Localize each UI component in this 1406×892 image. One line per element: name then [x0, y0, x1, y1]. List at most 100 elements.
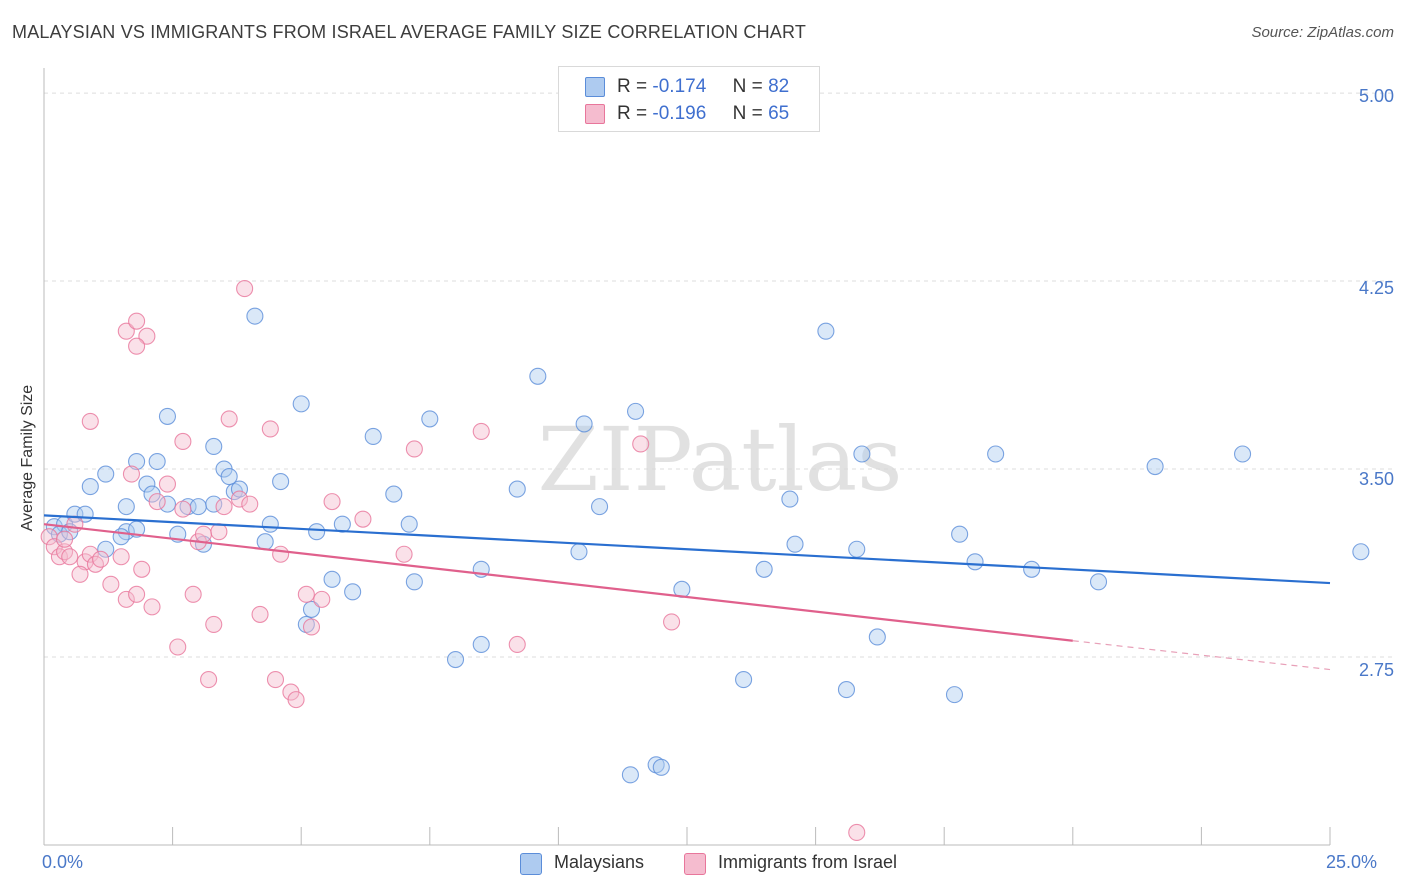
- malaysian-point: [621, 766, 639, 784]
- israel-point: [287, 691, 305, 709]
- israel-point: [472, 422, 490, 440]
- israel-point: [102, 575, 120, 593]
- malaysian-point: [158, 407, 177, 425]
- israel-point: [251, 605, 269, 623]
- israel-point: [128, 585, 146, 603]
- legend-swatch-pink: [585, 104, 605, 124]
- israel-point: [354, 510, 372, 528]
- malaysian-point: [627, 402, 645, 420]
- malaysian-point: [786, 535, 804, 553]
- malaysian-point: [951, 525, 969, 543]
- israel-point: [158, 475, 177, 493]
- y-tick-label: 5.00: [1358, 86, 1394, 106]
- israel-point: [266, 671, 285, 689]
- legend-label: Immigrants from Israel: [718, 852, 898, 872]
- gridlines: [44, 92, 1392, 658]
- malaysian-point: [261, 515, 279, 533]
- legend-r-label: R =: [617, 76, 648, 97]
- israel-point: [133, 560, 151, 578]
- legend-r-value: -0.196: [652, 103, 707, 124]
- malaysian-point: [364, 427, 382, 445]
- israel-point: [81, 545, 99, 563]
- malaysian-point: [128, 452, 146, 471]
- israel-points: [40, 280, 866, 842]
- malaysian-point: [205, 437, 223, 456]
- watermark: ZIPatlas: [538, 408, 903, 511]
- israel-point: [632, 435, 650, 453]
- malaysian-point: [117, 498, 135, 516]
- malaysian-point: [148, 452, 166, 471]
- malaysian-point: [529, 367, 547, 385]
- malaysian-point: [344, 583, 362, 601]
- israel-point: [117, 322, 135, 340]
- trend-lines: [43, 514, 1331, 671]
- legend-swatch-blue: [585, 77, 605, 97]
- israel-point: [200, 671, 218, 689]
- israel-trend-extension: [1072, 640, 1331, 671]
- legend-n-label: N =: [732, 103, 763, 124]
- y-tick-label: 2.75: [1358, 660, 1394, 680]
- malaysian-point: [781, 490, 799, 508]
- malaysian-point: [97, 540, 115, 558]
- stats-legend: R = -0.174 N = 82 R = -0.196 N = 65: [558, 66, 820, 132]
- malaysian-point: [246, 307, 264, 325]
- chart-title: MALAYSIAN VS IMMIGRANTS FROM ISRAEL AVER…: [12, 22, 807, 42]
- israel-point: [56, 543, 74, 561]
- malaysians-points: [45, 307, 1370, 784]
- israel-point: [261, 420, 279, 438]
- malaysian-point: [220, 468, 238, 486]
- malaysian-point: [97, 465, 115, 483]
- malaysians-trend-line: [43, 514, 1331, 585]
- israel-point: [128, 337, 146, 355]
- malaysian-point: [1146, 457, 1164, 476]
- israel-point: [148, 493, 166, 511]
- malaysian-point: [575, 415, 593, 433]
- malaysian-point: [292, 395, 310, 413]
- malaysian-point: [945, 686, 964, 704]
- malaysian-point: [472, 635, 490, 654]
- israel-point: [215, 498, 233, 516]
- malaysian-point: [158, 495, 177, 513]
- malaysian-point: [189, 498, 207, 516]
- israel-point: [210, 523, 228, 541]
- malaysian-point: [652, 758, 670, 776]
- israel-point: [220, 410, 238, 428]
- x-tick-label-max: 25.0%: [1326, 852, 1378, 872]
- israel-point: [302, 618, 321, 636]
- israel-point: [50, 548, 68, 566]
- malaysian-point: [138, 475, 156, 493]
- israel-point: [663, 613, 681, 631]
- legend-r-value: -0.174: [652, 76, 707, 97]
- israel-trend-line: [43, 523, 1073, 642]
- axes: [43, 68, 1331, 846]
- malaysian-point: [323, 570, 341, 588]
- malaysian-point: [591, 498, 609, 516]
- malaysian-point: [868, 628, 886, 646]
- malaysian-point: [817, 322, 835, 340]
- israel-point: [230, 490, 249, 508]
- malaysian-point: [385, 485, 403, 503]
- legend-n-value: 82: [768, 76, 790, 97]
- israel-point: [848, 823, 866, 842]
- israel-point: [174, 500, 192, 518]
- israel-point: [194, 525, 213, 543]
- israel-point: [205, 615, 223, 633]
- legend-n-value: 65: [768, 103, 790, 124]
- malaysian-point: [421, 410, 439, 428]
- source-label: Source: ZipAtlas.com: [1251, 24, 1394, 41]
- malaysian-point: [853, 445, 871, 463]
- israel-point: [128, 312, 146, 330]
- israel-point: [184, 585, 202, 603]
- malaysian-point: [302, 600, 321, 618]
- israel-point: [169, 638, 187, 656]
- malaysian-point: [230, 480, 249, 498]
- israel-point: [174, 432, 192, 451]
- israel-point: [92, 550, 110, 568]
- israel-point: [143, 598, 161, 616]
- malaysian-point: [1352, 543, 1370, 561]
- legend-r-label: R =: [617, 103, 648, 124]
- legend-swatch-pink: [684, 853, 706, 875]
- legend-label: Malaysians: [554, 852, 645, 872]
- malaysian-point: [272, 473, 290, 491]
- israel-point: [272, 545, 290, 563]
